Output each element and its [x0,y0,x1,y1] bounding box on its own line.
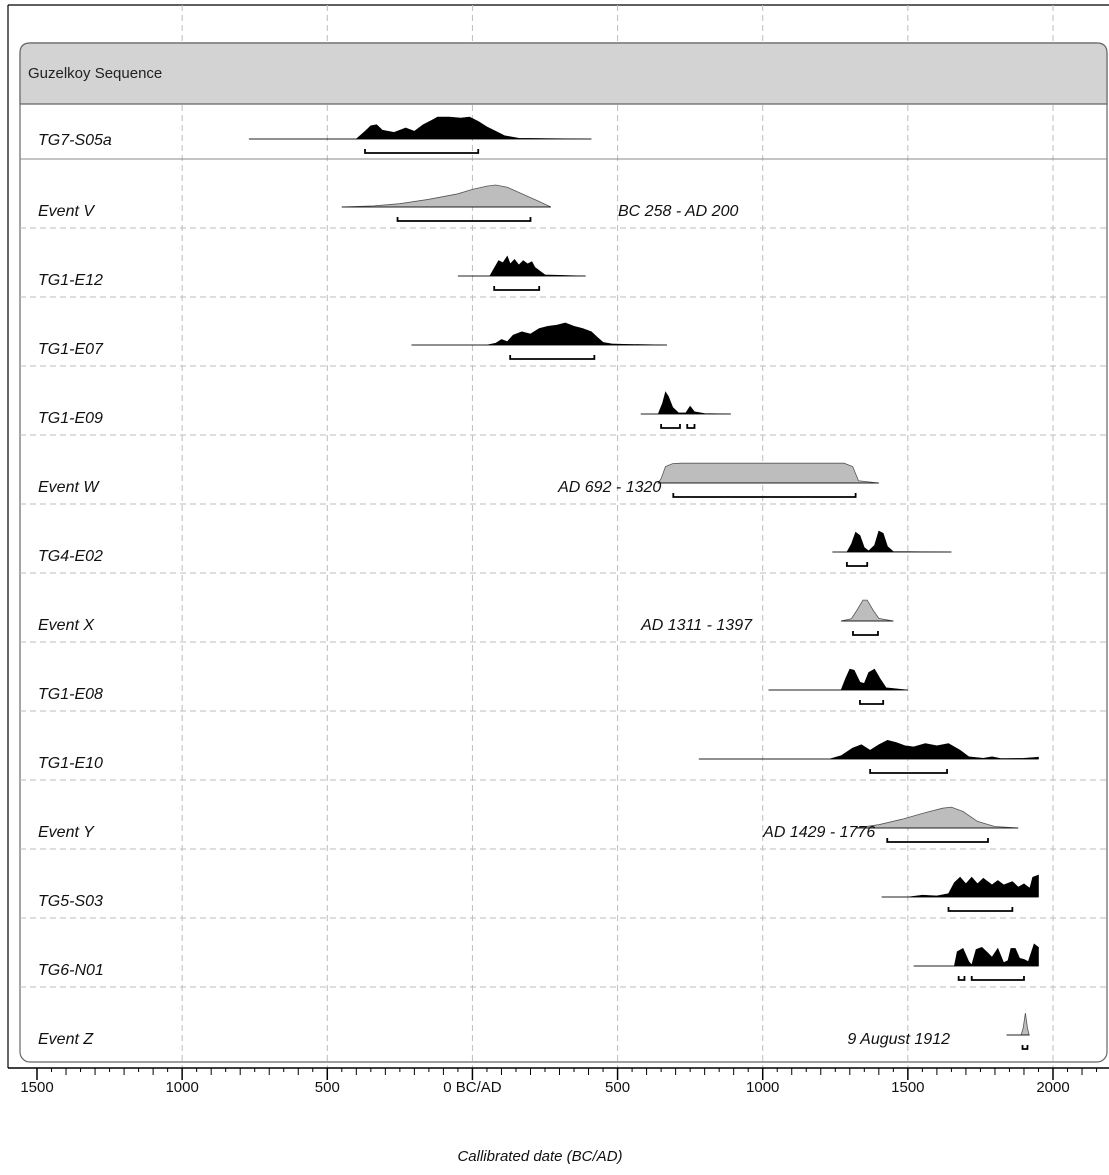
row-label: TG5-S03 [38,893,103,910]
row-event-x: Event X AD 1311 - 1397 [20,599,1107,643]
row-label: TG1-E08 [38,686,103,703]
row-tg1-e12: TG1-E12 [20,255,1107,298]
distribution-curve [881,874,1039,898]
x-axis-label: Callibrated date (BC/AD) [457,1148,622,1165]
x-tick-label: 0 BC/AD [443,1079,502,1096]
range-bracket [869,769,948,774]
row-event-z: Event Z 9 August 1912 [38,1012,1030,1050]
distribution-curve [457,255,586,277]
row-label: TG1-E09 [38,410,103,427]
distribution-curve [640,391,731,415]
distribution-curve [1006,1012,1030,1036]
model-rows: TG7-S05a Event V BC 258 - AD 200 TG1-E12 TG1… [20,116,1107,1050]
range-bracket [396,217,532,222]
x-tick-label: 500 [605,1079,630,1096]
x-tick-label: 1000 [746,1079,779,1096]
row-tg1-e08: TG1-E08 [20,668,1107,712]
distribution-curve [341,184,551,208]
event-range-label: 9 August 1912 [847,1031,950,1048]
event-range-label: AD 1429 - 1776 [762,824,875,841]
range-bracket [686,424,696,429]
distribution-curve [657,462,879,484]
row-tg4-e02: TG4-E02 [20,530,1107,574]
row-label: TG7-S05a [38,132,112,149]
range-bracket [509,355,596,360]
sequence-header [19,42,1108,105]
row-label: Event W [38,479,100,496]
distribution-curve [841,599,894,622]
sequence-panel: Guzelkoy Sequence [19,42,1108,1063]
range-bracket [957,976,966,981]
row-event-v: Event V BC 258 - AD 200 [20,184,1107,229]
row-label: Event Y [38,824,95,841]
range-bracket [845,562,869,567]
row-label: TG1-E12 [38,272,103,289]
x-tick-label: 1500 [891,1079,924,1096]
distribution-curve [855,806,1019,829]
range-bracket [852,631,879,636]
sequence-title: Guzelkoy Sequence [28,65,162,82]
event-range-label: AD 692 - 1320 [557,479,661,496]
row-tg5-s03: TG5-S03 [20,874,1107,919]
distribution-curve [411,322,667,346]
x-tick-label: 1500 [20,1079,53,1096]
event-range-label: BC 258 - AD 200 [618,203,738,220]
distribution-curve [913,943,1039,967]
range-bracket [672,493,857,498]
sequence-frame [19,42,1108,1063]
distribution-curve [248,116,592,140]
row-event-y: Event Y AD 1429 - 1776 [20,806,1107,850]
range-bracket [1021,1045,1029,1050]
row-label: Event X [38,617,95,634]
grid-lines [7,4,1109,1068]
range-bracket [886,838,989,843]
row-tg6-n01: TG6-N01 [20,943,1107,988]
distribution-curve [698,739,1039,760]
row-label: Event Z [38,1031,94,1048]
row-label: TG4-E02 [38,548,103,565]
x-axis: 1500 1000 500 0 BC/AD 500 1000 1500 2000 [8,1067,1109,1096]
row-tg7-s05a: TG7-S05a [20,116,1107,160]
row-tg1-e10: TG1-E10 [20,739,1107,781]
row-label: TG1-E10 [38,755,103,772]
distribution-curve [768,668,908,691]
row-label: TG1-E07 [38,341,104,358]
distribution-curve [832,530,952,553]
range-bracket [660,424,681,429]
range-bracket [493,286,541,291]
x-tick-label: 1000 [165,1079,198,1096]
range-bracket [859,700,885,705]
row-label: Event V [38,203,95,220]
x-tick-label: 500 [315,1079,340,1096]
row-event-w: Event W AD 692 - 1320 [20,462,1107,505]
x-tick-label: 2000 [1036,1079,1069,1096]
range-bracket [947,907,1014,912]
row-label: TG6-N01 [38,962,104,979]
row-tg1-e07: TG1-E07 [20,322,1107,367]
range-bracket [970,976,1025,981]
range-bracket [364,149,480,154]
row-tg1-e09: TG1-E09 [20,391,1107,436]
event-range-label: AD 1311 - 1397 [640,617,753,634]
